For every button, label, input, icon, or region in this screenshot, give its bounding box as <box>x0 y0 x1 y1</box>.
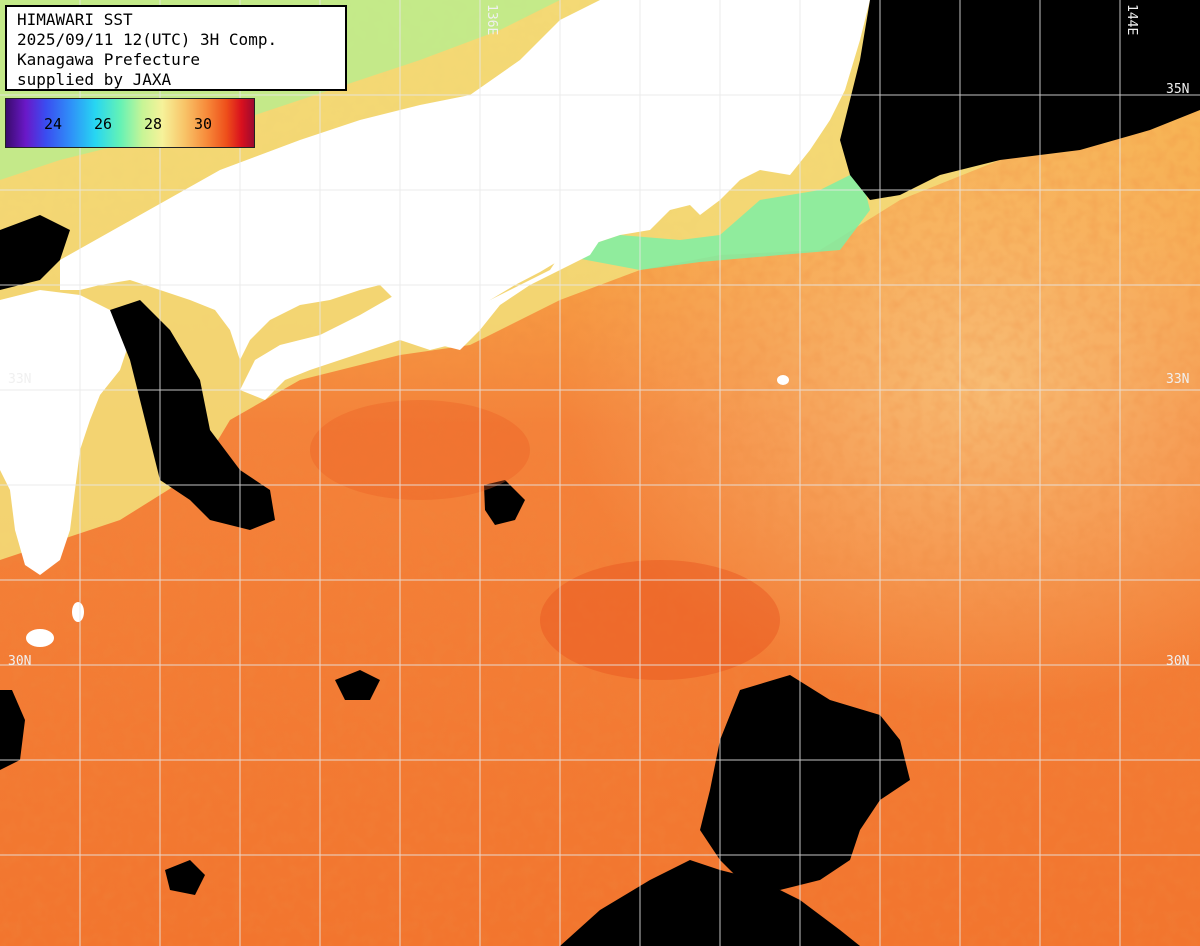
lon-label-136: 136E <box>484 4 499 36</box>
lat-label-33-right: 33N <box>1166 372 1190 387</box>
land-shikoku <box>240 295 450 400</box>
cloud-patch-mid <box>484 480 525 525</box>
lat-label-35-right: 35N <box>1166 82 1190 97</box>
land-kyushu <box>0 290 130 575</box>
cloud-patch-west <box>0 690 25 770</box>
colorbar-tick-30: 30 <box>194 115 213 133</box>
land-honshu <box>60 0 870 360</box>
info-box: HIMAWARI SST 2025/09/11 12(UTC) 3H Comp.… <box>5 5 347 91</box>
lat-label-30-right: 30N <box>1166 654 1190 669</box>
cloud-south-central <box>700 675 910 890</box>
lat-label-30-left: 30N <box>8 654 32 669</box>
warm-core <box>540 560 780 680</box>
cloud-south-bottom <box>560 860 860 946</box>
land-kii <box>460 200 600 350</box>
cloud-patch-lower-mid <box>335 670 380 700</box>
info-supplier: supplied by JAXA <box>17 70 172 89</box>
colorbar-tick-26: 26 <box>94 115 113 133</box>
land-island-yakushima <box>26 629 54 647</box>
land-island-south <box>72 602 84 622</box>
land-island-small <box>777 375 789 385</box>
colorbar-tick-24: 24 <box>44 115 63 133</box>
cloud-kyushu-west <box>0 215 70 290</box>
temperature-colorbar: 24 26 28 30 <box>5 98 255 148</box>
lon-label-144: 144E <box>1124 4 1139 36</box>
info-title: HIMAWARI SST <box>17 10 133 29</box>
colorbar-tick-28: 28 <box>144 115 163 133</box>
cloud-patch-sw <box>165 860 205 895</box>
info-datetime: 2025/09/11 12(UTC) 3H Comp. <box>17 30 278 49</box>
cloud-east-north <box>840 0 1200 200</box>
cloud-kyushu-east <box>110 300 275 530</box>
warm-core-2 <box>310 400 530 500</box>
lat-label-33-left: 33N <box>8 372 32 387</box>
info-prefecture: Kanagawa Prefecture <box>17 50 201 69</box>
coastal-green-band <box>560 170 870 270</box>
